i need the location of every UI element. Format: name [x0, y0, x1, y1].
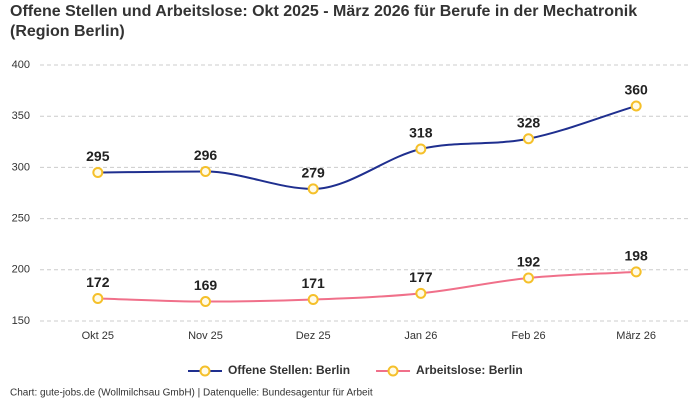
point [415, 287, 427, 299]
x-tick-label: Jan 26 [404, 330, 437, 342]
data-label: 296 [194, 147, 218, 163]
y-tick-label: 150 [12, 315, 30, 327]
x-tick-label: März 26 [616, 330, 656, 342]
data-label: 360 [624, 82, 648, 98]
series-line [97, 270, 637, 303]
data-label: 192 [517, 254, 541, 270]
point [630, 100, 642, 112]
series-line [97, 105, 637, 190]
point [92, 167, 104, 179]
y-tick-label: 250 [12, 213, 30, 225]
point [92, 292, 104, 304]
point [307, 293, 319, 305]
data-label: 171 [301, 275, 325, 291]
source: Chart: gute-jobs.de (Wollmilchsau GmbH) … [10, 388, 373, 399]
y-tick-label: 350 [12, 110, 30, 122]
point [200, 165, 211, 177]
legend-label: Offene Stellen: Berlin [228, 363, 350, 377]
point [630, 266, 642, 278]
legend-marker [387, 365, 399, 377]
legend-marker [199, 365, 211, 377]
x-tick-label: Nov 25 [188, 330, 223, 342]
point [307, 183, 319, 195]
point [523, 272, 534, 284]
point [523, 133, 534, 145]
data-label: 198 [624, 248, 648, 264]
data-label: 172 [86, 274, 110, 290]
y-tick-label: 200 [12, 264, 30, 276]
data-label: 177 [409, 269, 433, 285]
legend-label: Arbeitslose: Berlin [416, 363, 523, 377]
x-tick-label: Okt 25 [82, 330, 114, 342]
x-tick-label: Dez 25 [296, 330, 331, 342]
x-tick-label: Feb 26 [511, 330, 545, 342]
y-tick-label: 300 [12, 161, 30, 173]
data-label: 318 [409, 125, 433, 141]
point [415, 143, 427, 155]
data-label: 295 [86, 148, 110, 164]
data-label: 279 [301, 165, 325, 181]
point [200, 296, 211, 308]
y-tick-label: 400 [12, 59, 30, 71]
chart-title: Offene Stellen und Arbeitslose: Okt 2025… [10, 3, 638, 40]
data-label: 169 [194, 277, 218, 293]
data-label: 328 [517, 114, 541, 130]
